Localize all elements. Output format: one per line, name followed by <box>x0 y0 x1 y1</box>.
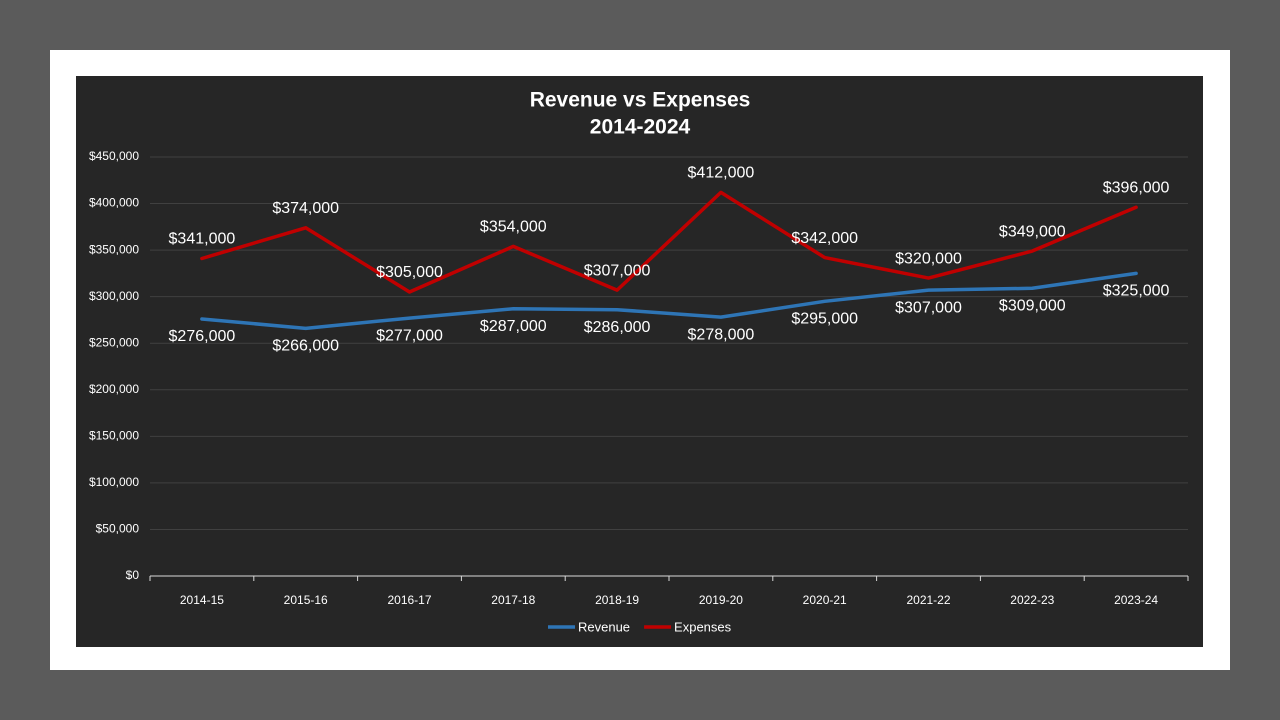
y-tick-label: $250,000 <box>89 335 139 349</box>
data-label: $277,000 <box>376 327 443 344</box>
data-label: $320,000 <box>895 250 962 267</box>
data-label: $287,000 <box>480 318 547 335</box>
series-line <box>200 271 1138 331</box>
data-label: $307,000 <box>584 262 651 279</box>
data-label: $295,000 <box>791 311 858 328</box>
data-label: $309,000 <box>999 298 1066 315</box>
chart-title: Revenue vs Expenses <box>530 89 751 112</box>
legend-label: Revenue <box>578 619 630 634</box>
data-label: $341,000 <box>169 231 236 248</box>
data-label: $278,000 <box>688 326 755 343</box>
x-tick-label: 2019-20 <box>699 593 743 607</box>
data-label: $374,000 <box>272 200 339 217</box>
y-tick-label: $450,000 <box>89 149 139 163</box>
x-tick-label: 2021-22 <box>906 593 950 607</box>
y-tick-label: $350,000 <box>89 242 139 256</box>
x-tick-label: 2018-19 <box>595 593 639 607</box>
x-tick-label: 2023-24 <box>1114 593 1158 607</box>
data-label: $305,000 <box>376 264 443 281</box>
data-label: $396,000 <box>1103 179 1170 196</box>
chart-area <box>76 76 1203 647</box>
data-label: $354,000 <box>480 219 547 236</box>
x-tick-label: 2022-23 <box>1010 593 1054 607</box>
series-line <box>200 190 1138 294</box>
data-label: $349,000 <box>999 223 1066 240</box>
y-tick-label: $300,000 <box>89 289 139 303</box>
data-label: $325,000 <box>1103 283 1170 300</box>
y-tick-label: $200,000 <box>89 382 139 396</box>
legend-label: Expenses <box>674 619 732 634</box>
data-label: $342,000 <box>791 230 858 247</box>
y-tick-label: $0 <box>126 568 140 582</box>
chart-subtitle: 2014-2024 <box>590 116 691 139</box>
x-tick-label: 2015-16 <box>284 593 328 607</box>
y-tick-label: $100,000 <box>89 475 139 489</box>
x-tick-label: 2017-18 <box>491 593 535 607</box>
x-tick-label: 2016-17 <box>387 593 431 607</box>
y-tick-label: $50,000 <box>96 522 140 536</box>
data-label: $307,000 <box>895 299 962 316</box>
data-label: $412,000 <box>688 165 755 182</box>
data-label: $286,000 <box>584 319 651 336</box>
x-tick-label: 2014-15 <box>180 593 224 607</box>
y-tick-label: $150,000 <box>89 429 139 443</box>
data-label: $276,000 <box>169 328 236 345</box>
y-tick-label: $400,000 <box>89 196 139 210</box>
x-tick-label: 2020-21 <box>803 593 847 607</box>
data-label: $266,000 <box>272 338 339 355</box>
